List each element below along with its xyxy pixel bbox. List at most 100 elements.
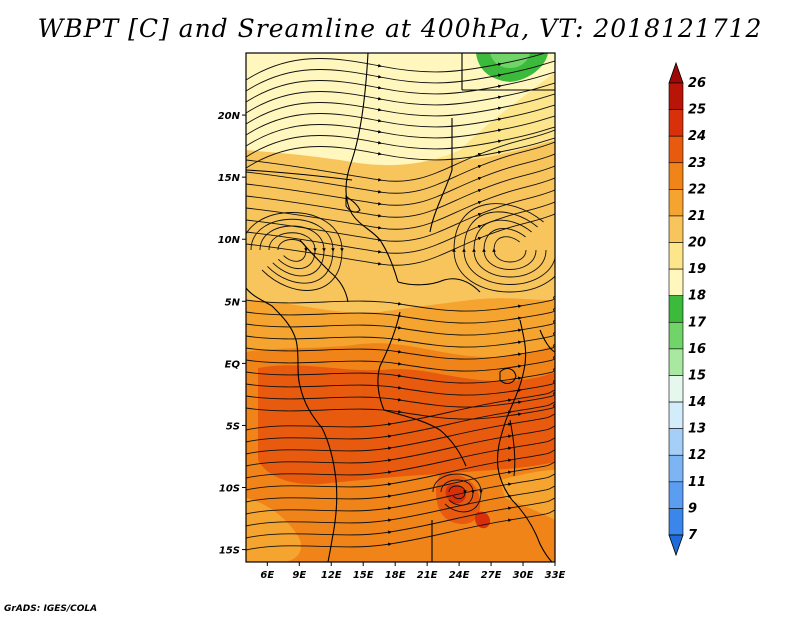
colorbar-box-2: [668, 135, 684, 164]
colorbar-label-19: 19: [688, 262, 706, 277]
colorbar-box-3: [668, 162, 684, 190]
streamline-25: [462, 211, 555, 285]
colorbar-box-6: [668, 242, 684, 270]
colorbar-box-5: [668, 215, 684, 243]
colorbar-label-22: 22: [688, 182, 706, 197]
colorbar-label-15: 15: [688, 368, 706, 383]
lat-tick-label-15N: 15N: [218, 173, 241, 184]
country-borders: [246, 53, 555, 562]
border-3: [246, 169, 353, 181]
border-4: [429, 118, 453, 233]
streamlines: [246, 53, 555, 551]
colorbar-box-7: [668, 268, 684, 297]
streamline-3: [246, 82, 555, 114]
lon-tick-label-33E: 33E: [545, 570, 566, 581]
border-14: [539, 329, 555, 353]
colorbar-bottom-triangle: [668, 534, 684, 557]
streamline-1: [246, 60, 555, 92]
colorbar-label-26: 26: [688, 76, 706, 91]
lat-tick-label-5S: 5S: [226, 421, 240, 432]
colorbar-box-11: [668, 375, 684, 403]
colorbar-label-17: 17: [688, 315, 707, 330]
border-15: [329, 271, 349, 303]
streamline-50: [432, 473, 483, 513]
streamline-34: [246, 379, 555, 396]
lon-tick-label-6E: 6E: [260, 570, 274, 581]
lake-tanganyika: [509, 419, 516, 477]
lake-victoria: [499, 368, 517, 384]
colorbar-box-1: [668, 109, 684, 137]
lat-tick-label-10N: 10N: [218, 235, 241, 246]
colorbar-box-4: [668, 189, 684, 217]
lon-tick-label-12E: 12E: [321, 570, 342, 581]
colorbar-box-14: [668, 454, 684, 483]
lon-tick-label-27E: 27E: [481, 570, 502, 581]
colorbar-label-14: 14: [688, 395, 706, 410]
border-10: [505, 319, 527, 421]
streamline-22: [492, 236, 527, 263]
streamline-2: [246, 71, 555, 103]
border-1: [461, 53, 555, 91]
colorbar-box-10: [668, 348, 684, 376]
streamline-6: [246, 115, 555, 147]
streamline-27: [246, 295, 555, 312]
border-11: [496, 419, 513, 501]
colorbar-label-25: 25: [688, 103, 706, 118]
streamline-0: [246, 53, 547, 81]
lon-tick-label-21E: 21E: [417, 570, 438, 581]
wbpt-region-12: [500, 470, 555, 520]
colorbar-label-13: 13: [688, 422, 706, 437]
streamline-17: [277, 239, 308, 262]
border-8: [377, 311, 401, 411]
streamline-24: [472, 219, 547, 278]
colorbar-box-0: [668, 82, 684, 110]
colorbar-label-9: 9: [688, 501, 697, 516]
colorbar-label-21: 21: [688, 209, 706, 224]
streamline-5: [246, 104, 555, 136]
streamline-32: [246, 355, 555, 372]
streamline-30: [246, 331, 555, 348]
colorbar-label-7: 7: [688, 528, 698, 543]
lat-tick-label-10S: 10S: [219, 484, 240, 495]
lon-tick-label-15E: 15E: [353, 570, 374, 581]
colorbar-label-12: 12: [688, 448, 706, 463]
border-2: [345, 53, 369, 215]
colorbar-top-triangle: [668, 61, 684, 84]
colorbar-legend: 7 9 11 12 13 14 15 16 17 18 19 20 21 22 23 24 25 26: [668, 61, 707, 557]
lon-tick-label-30E: 30E: [513, 570, 534, 581]
lat-tick-label-EQ: EQ: [225, 359, 241, 370]
streamline-33: [246, 367, 555, 384]
streamline-21: [246, 212, 344, 291]
colorbar-box-15: [668, 481, 684, 509]
streamline-49: [440, 479, 475, 506]
border-5: [351, 213, 399, 283]
streamline-7: [246, 126, 555, 158]
streamline-28: [246, 307, 555, 324]
colorbar-label-20: 20: [688, 236, 706, 251]
colorbar-label-11: 11: [688, 475, 706, 490]
lon-tick-label-9E: 9E: [292, 570, 306, 581]
colorbar-box-13: [668, 428, 684, 456]
lat-tick-label-15S: 15S: [219, 546, 240, 557]
streamline-29: [246, 319, 555, 336]
longitude-axis: 6E 9E 12E 15E 18E 21E 24E 27E 30E 33E: [260, 562, 566, 581]
colorbar-box-9: [668, 321, 684, 350]
border-7: [299, 239, 331, 273]
streamline-19: [259, 225, 326, 277]
streamline-4: [246, 93, 555, 125]
latitude-axis: 20N 15N 10N 5N EQ 5S 10S 15S: [218, 111, 246, 557]
border-6: [397, 278, 481, 293]
streamline-18: [268, 232, 317, 270]
colorbar-label-18: 18: [688, 289, 706, 304]
colorbar-label-16: 16: [688, 342, 706, 357]
border-13: [511, 499, 553, 562]
colorbar-box-12: [668, 401, 684, 429]
streamline-48: [448, 485, 467, 500]
map-title: WBPT [C] and Sreamline at 400hPa, VT: 20…: [37, 14, 763, 43]
streamline-23: [482, 228, 537, 270]
map-frame: [245, 52, 556, 563]
streamline-20: [250, 218, 335, 284]
grads-credit: GrADS: IGES/COLA: [4, 604, 98, 614]
lat-tick-label-20N: 20N: [218, 111, 241, 122]
